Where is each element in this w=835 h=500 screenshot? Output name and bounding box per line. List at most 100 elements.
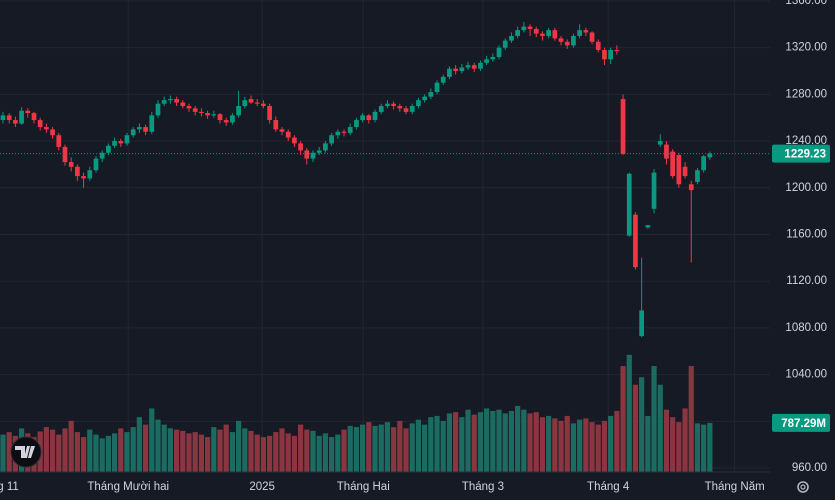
volume-bar bbox=[663, 409, 670, 472]
candle-body bbox=[137, 127, 142, 130]
volume-bar bbox=[198, 434, 205, 472]
volume-bar bbox=[80, 437, 87, 472]
volume-bar bbox=[136, 417, 142, 472]
candle-body bbox=[62, 146, 68, 163]
volume-bar bbox=[502, 413, 508, 472]
volume-bar bbox=[155, 419, 161, 472]
volume-bar bbox=[223, 424, 229, 472]
candle-body bbox=[155, 103, 161, 116]
volume-bar bbox=[242, 428, 248, 472]
candle-body bbox=[509, 35, 514, 41]
volume-bar bbox=[552, 418, 558, 472]
candle-body bbox=[372, 111, 378, 121]
volume-bar bbox=[521, 409, 527, 472]
volume-bar bbox=[353, 427, 360, 472]
volume-bar bbox=[273, 432, 279, 472]
x-tick-label: Tháng Mười hai bbox=[87, 481, 169, 493]
candle-body bbox=[416, 100, 421, 107]
volume-bar bbox=[577, 419, 583, 472]
logo-mark[interactable] bbox=[15, 446, 35, 458]
tv-logo[interactable] bbox=[10, 436, 42, 468]
candle-body bbox=[695, 170, 700, 182]
candle-body bbox=[68, 162, 74, 167]
candle-body bbox=[354, 120, 359, 128]
volume-bar bbox=[211, 427, 217, 472]
volume-bar bbox=[186, 433, 192, 472]
volume-bar bbox=[341, 429, 347, 472]
candle-body bbox=[366, 115, 372, 121]
candle-body bbox=[19, 110, 24, 124]
candle-body bbox=[409, 106, 415, 112]
volume-bar bbox=[601, 420, 608, 472]
volume-bar bbox=[372, 425, 378, 472]
candle-body bbox=[298, 143, 303, 151]
candle-body bbox=[385, 103, 390, 107]
volume-bar bbox=[676, 422, 682, 472]
candle-body bbox=[688, 184, 694, 191]
candle-body bbox=[6, 115, 12, 121]
volume-bar bbox=[180, 430, 186, 472]
volume-bar bbox=[285, 433, 291, 472]
candle-body bbox=[397, 106, 403, 109]
candle-body bbox=[540, 33, 545, 36]
candle-body bbox=[453, 68, 458, 71]
volume-bar bbox=[440, 420, 446, 472]
candle-body bbox=[267, 106, 272, 121]
y-tick-label: 1200.00 bbox=[785, 182, 827, 194]
volume-bar bbox=[434, 415, 440, 472]
candle-body bbox=[254, 102, 260, 104]
volume-bar bbox=[391, 427, 397, 472]
x-tick-label: Tháng Hai bbox=[337, 481, 390, 493]
volume-bar bbox=[527, 413, 533, 472]
candle-body bbox=[626, 173, 632, 236]
volume-bar bbox=[533, 412, 539, 472]
x-tick-label: 2025 bbox=[249, 481, 275, 493]
candle-body bbox=[595, 41, 601, 50]
candle-body bbox=[589, 32, 595, 42]
candle-body bbox=[186, 106, 192, 109]
candle-body bbox=[223, 120, 229, 123]
candle-body bbox=[248, 99, 254, 103]
volume-bar bbox=[99, 438, 105, 472]
settings-button[interactable] bbox=[797, 481, 809, 493]
gear-center[interactable] bbox=[800, 484, 806, 490]
gear[interactable] bbox=[797, 481, 809, 493]
candle-body bbox=[31, 113, 37, 121]
candle-body bbox=[149, 115, 155, 132]
volume-bar bbox=[539, 417, 546, 472]
candle-body bbox=[93, 158, 99, 171]
candle-body bbox=[316, 150, 322, 153]
volume-bar bbox=[49, 429, 56, 472]
volume-bar bbox=[105, 435, 111, 472]
candle-body bbox=[583, 30, 589, 33]
volume-bar bbox=[465, 409, 471, 472]
volume-bar bbox=[335, 434, 341, 472]
volume-bar bbox=[570, 423, 577, 472]
volume-bar bbox=[173, 429, 180, 472]
candle-body bbox=[496, 47, 502, 57]
candle-body bbox=[124, 135, 130, 144]
candle-body bbox=[564, 41, 570, 46]
volume-bar bbox=[651, 366, 657, 472]
candle-body bbox=[440, 76, 446, 83]
candle-body bbox=[25, 110, 31, 114]
volume-bar bbox=[329, 437, 335, 472]
y-tick-label: 1280.00 bbox=[785, 88, 827, 100]
candle-body bbox=[521, 26, 527, 31]
candle-body bbox=[285, 131, 291, 138]
candle-body bbox=[347, 127, 353, 133]
candle-body bbox=[527, 26, 533, 29]
candle-body bbox=[242, 100, 248, 107]
y-tick-label: 1120.00 bbox=[786, 275, 827, 287]
volume-bar bbox=[347, 425, 353, 472]
volume-bar bbox=[595, 424, 601, 472]
volume-bar bbox=[422, 424, 428, 472]
candle-body bbox=[577, 30, 582, 36]
volume-bar bbox=[564, 415, 570, 472]
volume-bar bbox=[217, 429, 223, 472]
candle-body bbox=[329, 135, 334, 144]
volume-bar bbox=[688, 366, 694, 472]
volume-bar bbox=[161, 424, 167, 472]
